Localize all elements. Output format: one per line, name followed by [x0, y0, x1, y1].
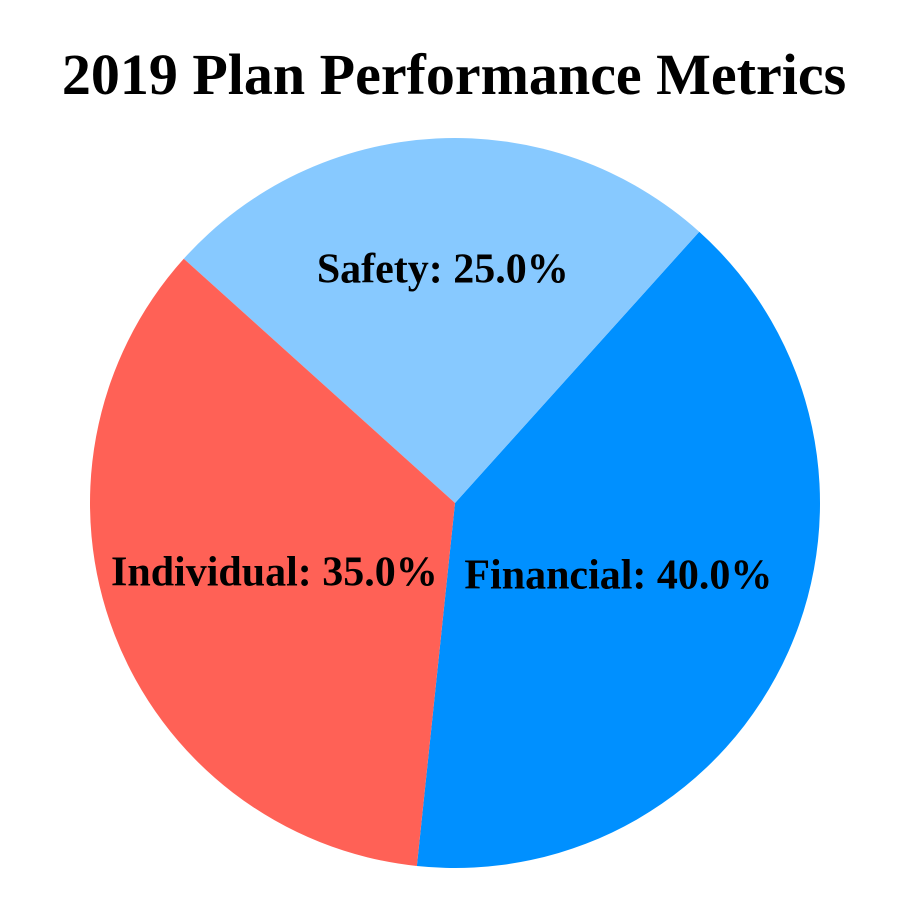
pie-slice-financial	[416, 231, 820, 868]
pie-slice-individual	[90, 258, 456, 866]
pie-label-individual: Individual: 35.0%	[111, 549, 438, 595]
pie-label-financial: Financial: 40.0%	[464, 553, 772, 599]
chart-title: 2019 Plan Performance Metrics	[61, 42, 847, 107]
pie-label-safety: Safety: 25.0%	[317, 247, 569, 293]
pie-slice-safety	[183, 138, 700, 503]
